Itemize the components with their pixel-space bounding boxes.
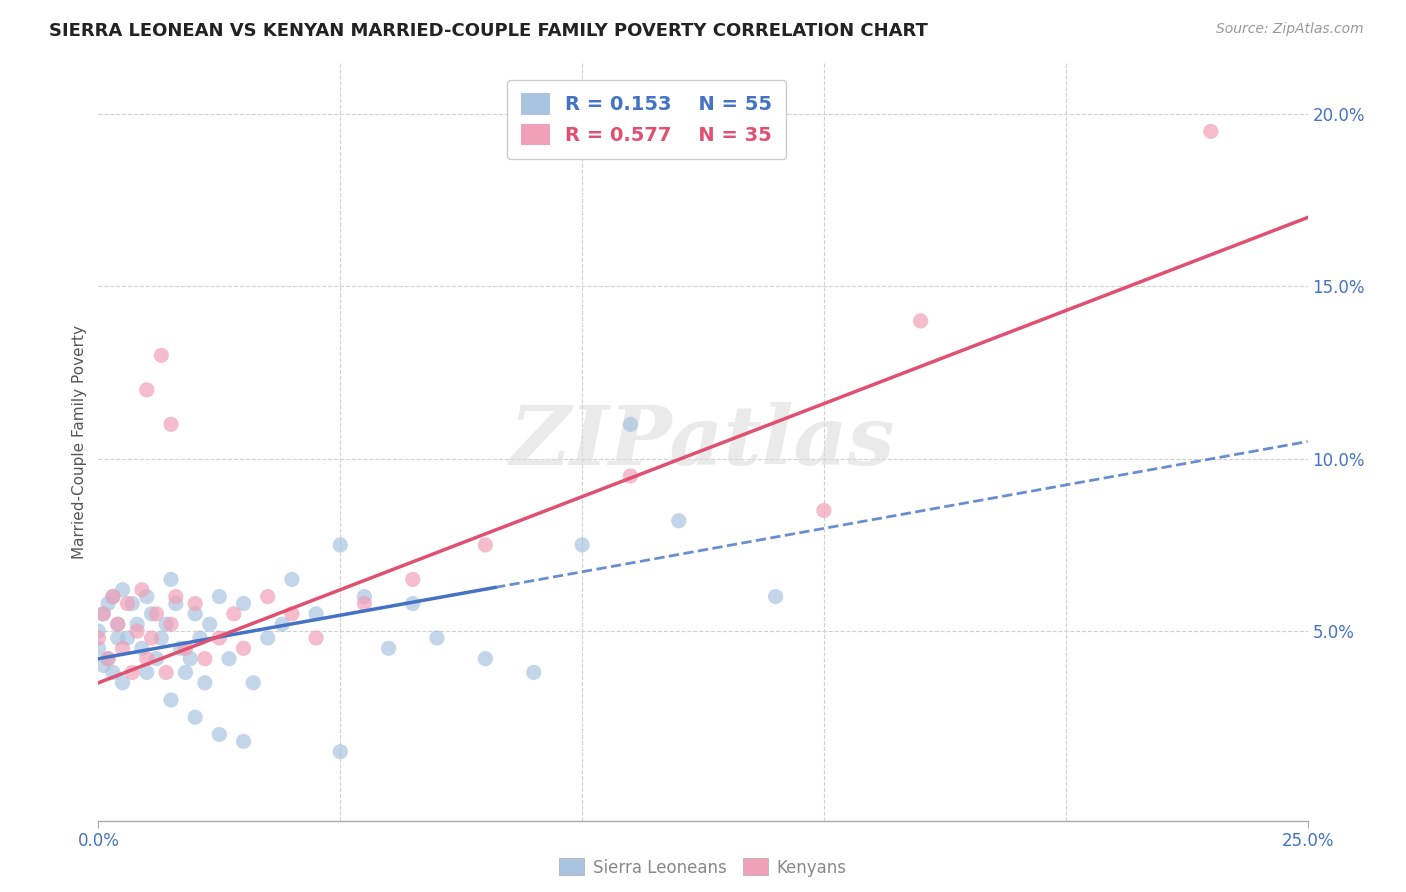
Point (111, 582, 134, 597)
Point (402, 573, 425, 587)
Point (165, 590, 187, 604)
Point (87, 624, 110, 639)
Point (256, 631, 278, 645)
Point (474, 651, 496, 665)
Point (160, 617, 183, 632)
Point (910, 314, 932, 328)
Point (242, 675, 264, 690)
Point (169, 641, 191, 656)
Point (208, 631, 231, 645)
Legend: R = 0.153    N = 55, R = 0.577    N = 35: R = 0.153 N = 55, R = 0.577 N = 35 (508, 79, 786, 159)
Point (87, 631, 110, 645)
Point (121, 597, 143, 611)
Point (426, 631, 449, 645)
Point (101, 590, 124, 604)
Point (165, 597, 187, 611)
Point (281, 573, 304, 587)
Point (135, 383, 157, 397)
Point (155, 617, 177, 632)
Point (184, 597, 207, 611)
Point (91, 607, 114, 621)
Point (198, 617, 221, 632)
Point (188, 631, 211, 645)
Point (155, 665, 177, 680)
Point (145, 651, 167, 665)
Point (127, 617, 149, 632)
Point (184, 710, 207, 724)
Point (194, 651, 217, 665)
Point (117, 631, 139, 645)
Point (305, 631, 328, 645)
Point (135, 665, 157, 680)
Point (619, 417, 641, 432)
Point (305, 607, 328, 621)
Point (141, 631, 163, 645)
Point (668, 514, 690, 528)
Point (107, 617, 129, 632)
Point (571, 538, 593, 552)
Point (101, 665, 124, 680)
Point (101, 590, 124, 604)
Point (474, 538, 496, 552)
Point (160, 693, 183, 707)
Point (194, 675, 217, 690)
Point (256, 590, 278, 604)
Point (208, 727, 231, 741)
Point (377, 641, 399, 656)
Point (87, 641, 110, 656)
Point (813, 503, 835, 517)
Text: ZIPatlas: ZIPatlas (510, 401, 896, 482)
Point (117, 597, 139, 611)
Point (765, 590, 787, 604)
Point (91, 607, 114, 621)
Point (131, 641, 153, 656)
Point (281, 607, 304, 621)
Legend: Sierra Leoneans, Kenyans: Sierra Leoneans, Kenyans (553, 852, 853, 883)
Point (91, 658, 114, 673)
Point (329, 745, 352, 759)
Y-axis label: Married-Couple Family Poverty: Married-Couple Family Poverty (72, 325, 87, 558)
Point (107, 631, 129, 645)
Point (111, 641, 134, 656)
Point (141, 607, 163, 621)
Point (131, 582, 153, 597)
Text: Source: ZipAtlas.com: Source: ZipAtlas.com (1216, 22, 1364, 37)
Point (127, 624, 149, 639)
Text: SIERRA LEONEAN VS KENYAN MARRIED-COUPLE FAMILY POVERTY CORRELATION CHART: SIERRA LEONEAN VS KENYAN MARRIED-COUPLE … (49, 22, 928, 40)
Point (174, 641, 197, 656)
Point (97, 651, 120, 665)
Point (271, 617, 294, 632)
Point (135, 590, 157, 604)
Point (232, 734, 254, 748)
Point (107, 617, 129, 632)
Point (619, 469, 641, 483)
Point (160, 417, 183, 432)
Point (97, 597, 120, 611)
Point (329, 538, 352, 552)
Point (523, 665, 546, 680)
Point (208, 590, 231, 604)
Point (218, 651, 240, 665)
Point (353, 597, 375, 611)
Point (135, 651, 157, 665)
Point (97, 651, 120, 665)
Point (353, 590, 375, 604)
Point (160, 573, 183, 587)
Point (145, 607, 167, 621)
Point (121, 665, 143, 680)
Point (150, 348, 173, 362)
Point (1199, 124, 1222, 138)
Point (184, 607, 207, 621)
Point (222, 607, 245, 621)
Point (150, 631, 173, 645)
Point (179, 651, 201, 665)
Point (232, 597, 254, 611)
Point (111, 675, 134, 690)
Point (232, 641, 254, 656)
Point (174, 665, 197, 680)
Point (402, 597, 425, 611)
